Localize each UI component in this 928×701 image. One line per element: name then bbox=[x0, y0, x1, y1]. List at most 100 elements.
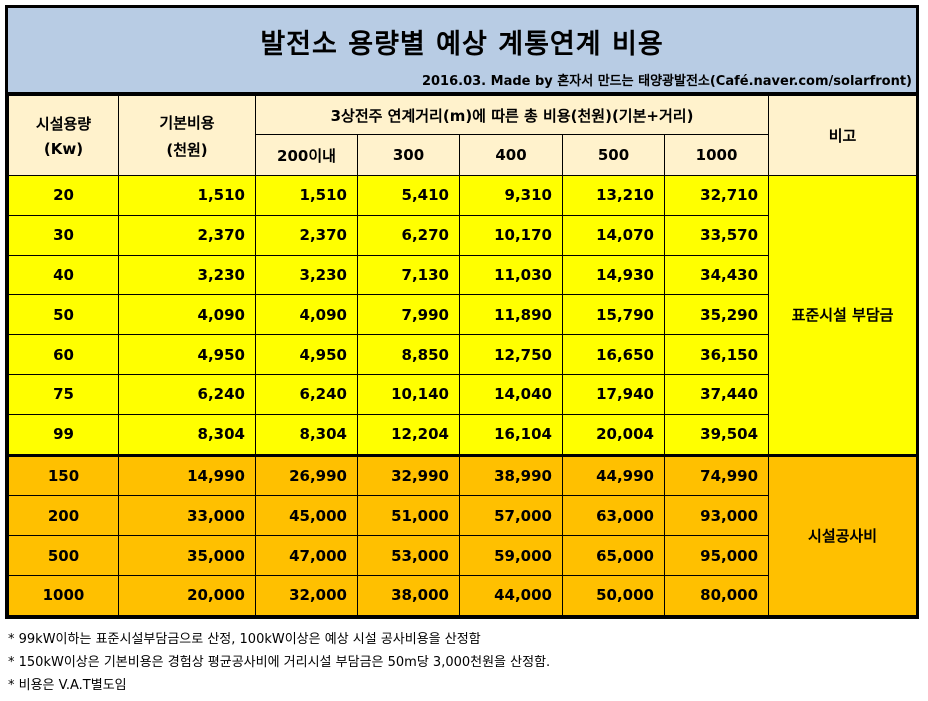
header-base-cost-line2: (천원) bbox=[166, 140, 208, 159]
base-cost-cell: 35,000 bbox=[118, 535, 256, 576]
sheet-title: 발전소 용량별 예상 계통연계 비용 bbox=[260, 29, 664, 60]
table-row: 30 2,370 2,370 6,270 10,170 14,070 33,57… bbox=[8, 214, 917, 256]
capacity-cell: 99 bbox=[8, 413, 119, 456]
cost-cell: 38,000 bbox=[357, 574, 460, 616]
capacity-cell: 200 bbox=[8, 495, 119, 537]
table-row: 99 8,304 8,304 12,204 16,104 20,004 39,5… bbox=[8, 413, 917, 456]
table-row: 40 3,230 3,230 7,130 11,030 14,930 34,43… bbox=[8, 254, 917, 296]
cost-cell: 6,240 bbox=[255, 373, 358, 415]
cost-cell: 63,000 bbox=[562, 495, 665, 537]
cost-cell: 37,440 bbox=[663, 373, 770, 415]
header-base-cost-line1: 기본비용 bbox=[159, 113, 215, 132]
capacity-cell: 60 bbox=[8, 334, 119, 375]
header-distance-200: 200이내 bbox=[255, 134, 358, 176]
capacity-cell: 150 bbox=[8, 453, 119, 497]
cost-cell: 80,000 bbox=[663, 574, 770, 616]
base-cost-cell: 33,000 bbox=[118, 495, 256, 537]
cost-cell: 95,000 bbox=[663, 535, 770, 576]
cost-cell: 35,290 bbox=[663, 294, 770, 336]
cost-cell: 32,710 bbox=[663, 175, 770, 216]
cost-cell: 33,570 bbox=[663, 214, 770, 256]
table-row: 75 6,240 6,240 10,140 14,040 17,940 37,4… bbox=[8, 373, 917, 415]
cost-cell: 50,000 bbox=[562, 574, 665, 616]
base-cost-cell: 1,510 bbox=[118, 175, 256, 216]
cost-cell: 3,230 bbox=[255, 254, 358, 296]
header-distance-500: 500 bbox=[562, 134, 665, 176]
base-cost-cell: 3,230 bbox=[118, 254, 256, 296]
cost-cell: 26,990 bbox=[255, 453, 358, 497]
cost-cell: 32,000 bbox=[255, 574, 358, 616]
header-capacity-line1: 시설용량 bbox=[35, 115, 92, 133]
cost-cell: 11,890 bbox=[459, 294, 563, 336]
cost-cell: 16,104 bbox=[459, 413, 563, 456]
base-cost-cell: 4,950 bbox=[118, 334, 256, 375]
cost-cell: 44,000 bbox=[459, 574, 563, 616]
cost-cell: 20,004 bbox=[562, 413, 665, 456]
header-distance-300: 300 bbox=[357, 134, 460, 176]
table-row: 60 4,950 4,950 8,850 12,750 16,650 36,15… bbox=[8, 334, 917, 375]
cost-cell: 34,430 bbox=[663, 254, 770, 296]
header-distance-group: 3상전주 연계거리(m)에 따른 총 비용(천원)(기본+거리) bbox=[254, 95, 770, 135]
capacity-cell: 500 bbox=[8, 535, 119, 576]
header-distance-1000: 1000 bbox=[663, 134, 770, 176]
cost-cell: 59,000 bbox=[459, 535, 563, 576]
table-row: 50 4,090 4,090 7,990 11,890 15,790 35,29… bbox=[8, 294, 917, 336]
table-row: 150 14,990 26,990 32,990 38,990 44,990 7… bbox=[8, 453, 918, 616]
cost-cell: 32,990 bbox=[357, 453, 460, 497]
cost-cell: 65,000 bbox=[562, 535, 665, 576]
cost-table: 시설용량 (Kw) 기본비용 (천원) 3상전주 연계거리(m)에 따른 총 비… bbox=[8, 95, 918, 616]
base-cost-cell: 20,000 bbox=[118, 574, 256, 616]
cost-cell: 10,140 bbox=[357, 373, 460, 415]
footnotes: * 99kW이하는 표준시설부담금으로 산정, 100kW이상은 예상 시설 공… bbox=[8, 628, 550, 697]
footnote: * 99kW이하는 표준시설부담금으로 산정, 100kW이상은 예상 시설 공… bbox=[8, 632, 481, 647]
cost-cell: 17,940 bbox=[562, 373, 665, 415]
header-capacity-line2: (Kw) bbox=[43, 140, 84, 158]
cost-cell: 15,790 bbox=[562, 294, 665, 336]
cost-cell: 7,130 bbox=[357, 254, 460, 296]
cost-cell: 93,000 bbox=[663, 495, 770, 537]
sheet-subtitle: 2016.03. Made by 혼자서 만드는 태양광발전소(Café.nav… bbox=[421, 74, 912, 89]
cost-cell: 45,000 bbox=[255, 495, 358, 537]
cost-cell: 9,310 bbox=[459, 175, 563, 216]
cost-cell: 36,150 bbox=[663, 334, 770, 375]
capacity-cell: 30 bbox=[8, 214, 119, 256]
header-distance-400: 400 bbox=[459, 134, 563, 176]
cost-sheet: 발전소 용량별 예상 계통연계 비용 2016.03. Made by 혼자서 … bbox=[5, 5, 919, 619]
table-row: 500 35,000 47,000 53,000 59,000 65,000 9… bbox=[8, 535, 917, 576]
base-cost-cell: 4,090 bbox=[118, 294, 256, 336]
cost-cell: 74,990 bbox=[663, 453, 770, 497]
capacity-cell: 40 bbox=[8, 254, 119, 296]
cost-cell: 5,410 bbox=[357, 175, 460, 216]
base-cost-cell: 2,370 bbox=[118, 214, 256, 256]
cost-cell: 8,850 bbox=[357, 334, 460, 375]
cost-cell: 38,990 bbox=[459, 453, 563, 497]
cost-cell: 39,504 bbox=[663, 413, 770, 456]
capacity-cell: 50 bbox=[8, 294, 119, 336]
cost-cell: 44,990 bbox=[562, 453, 665, 497]
table-row: 20 1,510 1,510 5,410 9,310 13,210 32,710… bbox=[8, 175, 918, 456]
base-cost-cell: 8,304 bbox=[118, 413, 256, 456]
header-capacity: 시설용량 (Kw) bbox=[8, 95, 119, 176]
footnote: * 비용은 V.A.T별도임 bbox=[8, 678, 127, 693]
cost-cell: 6,270 bbox=[357, 214, 460, 256]
cost-cell: 14,070 bbox=[562, 214, 665, 256]
cost-cell: 11,030 bbox=[459, 254, 563, 296]
cost-cell: 12,750 bbox=[459, 334, 563, 375]
header-base-cost: 기본비용 (천원) bbox=[118, 95, 256, 176]
cost-cell: 4,950 bbox=[255, 334, 358, 375]
cost-cell: 53,000 bbox=[357, 535, 460, 576]
cost-cell: 16,650 bbox=[562, 334, 665, 375]
cost-cell: 7,990 bbox=[357, 294, 460, 336]
cost-cell: 2,370 bbox=[255, 214, 358, 256]
cost-cell: 47,000 bbox=[255, 535, 358, 576]
capacity-cell: 20 bbox=[8, 175, 119, 216]
cost-cell: 10,170 bbox=[459, 214, 563, 256]
capacity-cell: 75 bbox=[8, 373, 119, 415]
remark-construction-cost: 시설공사비 bbox=[768, 453, 918, 616]
footnote: * 150kW이상은 기본비용은 경험상 평균공사비에 거리시설 부담금은 50… bbox=[8, 655, 551, 670]
cost-cell: 12,204 bbox=[357, 413, 460, 456]
cost-cell: 8,304 bbox=[255, 413, 358, 456]
cost-cell: 14,040 bbox=[459, 373, 563, 415]
cost-cell: 13,210 bbox=[562, 175, 665, 216]
capacity-cell: 1000 bbox=[8, 574, 119, 616]
